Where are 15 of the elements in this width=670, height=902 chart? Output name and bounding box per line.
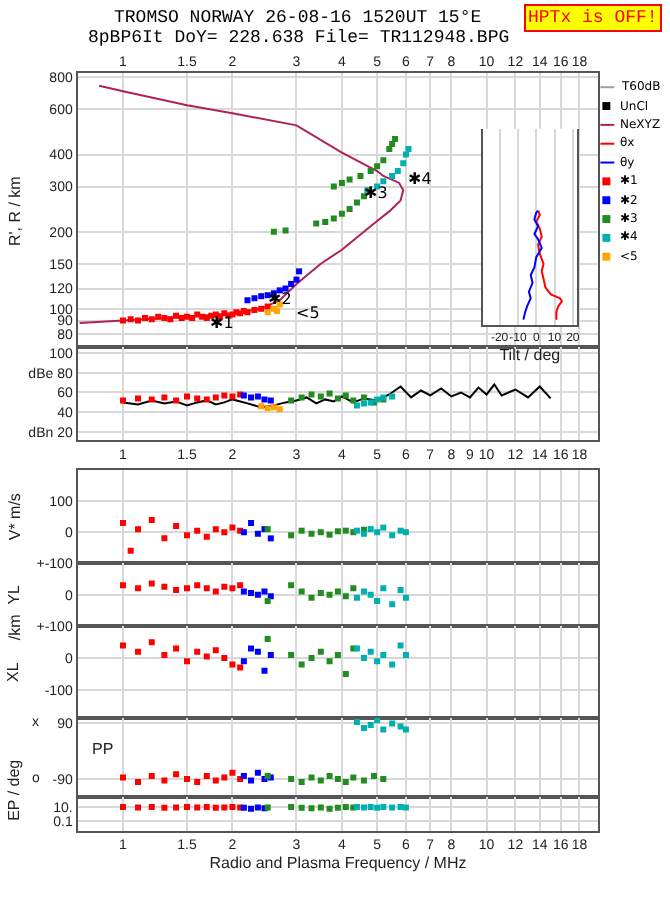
y-axis-title: V* m/s bbox=[5, 493, 24, 541]
annotation: <5 bbox=[296, 304, 320, 322]
y-axis-title: YL bbox=[5, 583, 24, 605]
y-axis-title: R', R / km bbox=[5, 175, 24, 247]
chart-title: TROMSO NORWAY 26-08-16 1520UT 15°E bbox=[114, 8, 482, 28]
x-axis-title: Tilt / deg bbox=[499, 345, 561, 364]
annotation: ✱4 bbox=[408, 170, 432, 188]
annotation: ✱1 bbox=[210, 314, 234, 332]
text: HPTx is OFF! bbox=[528, 8, 658, 28]
y-axis-title: EP / deg bbox=[4, 759, 23, 821]
y-axis-title: PP bbox=[92, 740, 114, 758]
chart-subtitle: 8pBP6It DoY= 228.638 File= TR112948.BPG bbox=[88, 28, 510, 48]
y-axis-title: XL bbox=[3, 661, 22, 682]
x-axis-title: Radio and Plasma Frequency / MHz bbox=[209, 853, 467, 872]
text: /km bbox=[5, 613, 24, 641]
